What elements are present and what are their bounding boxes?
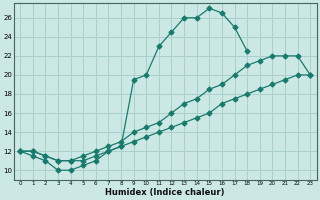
X-axis label: Humidex (Indice chaleur): Humidex (Indice chaleur) <box>106 188 225 197</box>
